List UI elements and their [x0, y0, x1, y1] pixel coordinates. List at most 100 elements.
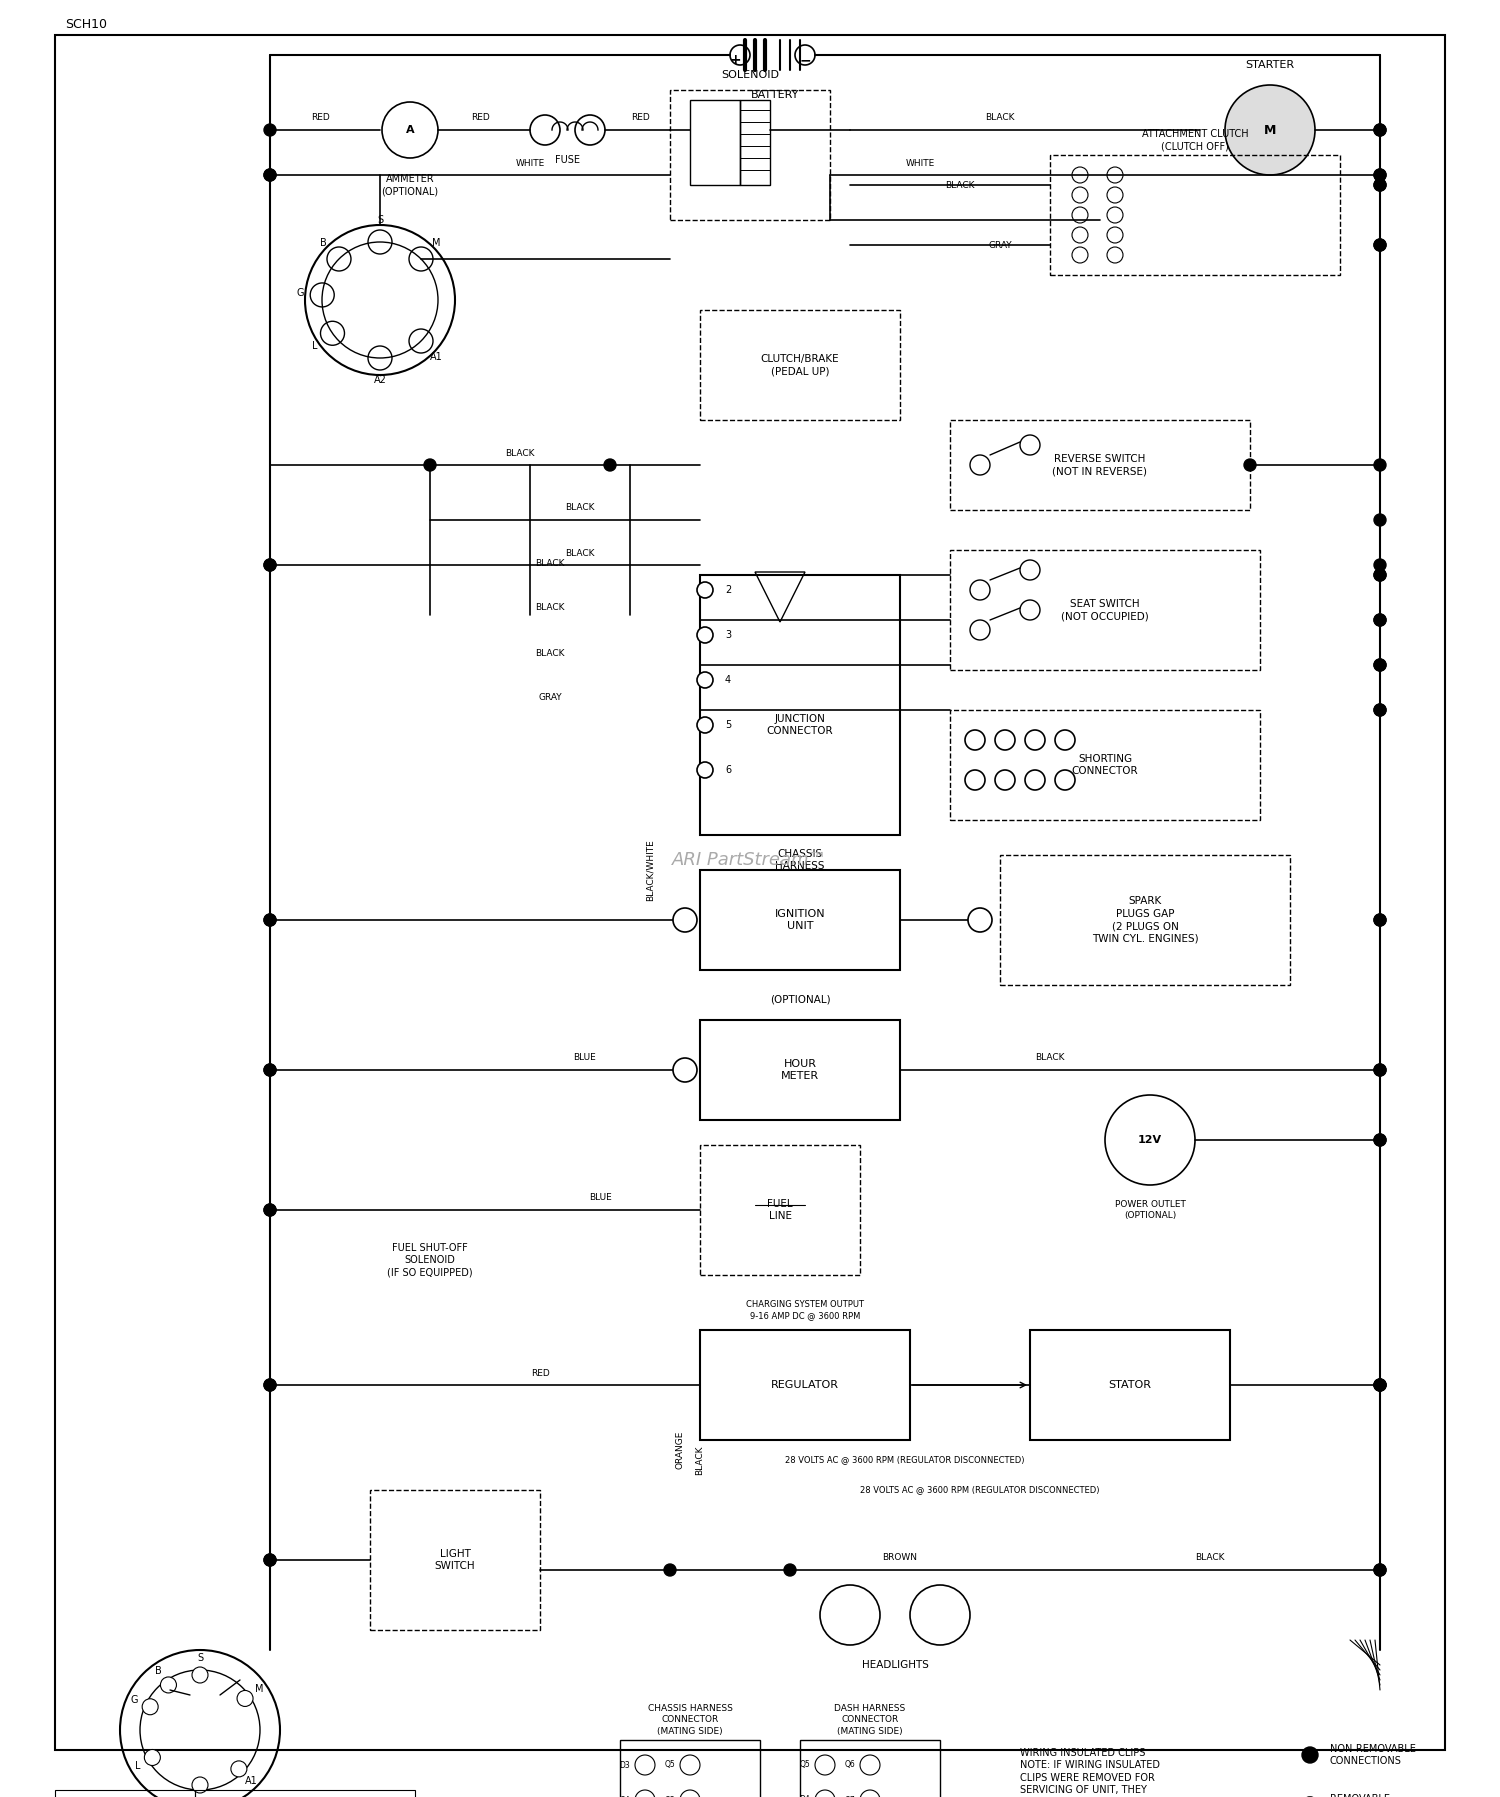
Circle shape — [1374, 1378, 1386, 1391]
Text: IGNITION
UNIT: IGNITION UNIT — [774, 909, 825, 931]
Circle shape — [264, 1378, 276, 1391]
Circle shape — [698, 762, 712, 778]
Text: REMOVABLE
CONNECTIONS: REMOVABLE CONNECTIONS — [1330, 1793, 1402, 1797]
Text: CLUTCH/BRAKE
(PEDAL UP): CLUTCH/BRAKE (PEDAL UP) — [760, 354, 840, 376]
Circle shape — [1374, 169, 1386, 181]
Text: 5: 5 — [724, 721, 732, 730]
Circle shape — [160, 1677, 177, 1693]
Text: A1: A1 — [244, 1775, 258, 1786]
Text: G: G — [297, 288, 304, 298]
Circle shape — [1374, 1378, 1386, 1391]
Circle shape — [1374, 915, 1386, 925]
Text: SPARK
PLUGS GAP
(2 PLUGS ON
TWIN CYL. ENGINES): SPARK PLUGS GAP (2 PLUGS ON TWIN CYL. EN… — [1092, 897, 1198, 943]
Circle shape — [1024, 769, 1045, 791]
Text: BLACK: BLACK — [696, 1445, 705, 1475]
Text: S: S — [376, 216, 382, 225]
Circle shape — [1374, 124, 1386, 137]
Text: S: S — [196, 1653, 202, 1662]
Bar — [700, 575, 900, 836]
Circle shape — [144, 1750, 160, 1765]
Text: BLACK: BLACK — [1196, 1553, 1224, 1563]
Text: LIGHT
SWITCH: LIGHT SWITCH — [435, 1549, 476, 1571]
Circle shape — [698, 717, 712, 733]
Text: BLUE: BLUE — [588, 1193, 612, 1202]
Circle shape — [192, 1777, 208, 1793]
Bar — [800, 1739, 940, 1797]
Circle shape — [1374, 1064, 1386, 1076]
Circle shape — [674, 907, 698, 933]
Text: BLACK: BLACK — [566, 548, 594, 557]
Text: 12V: 12V — [1138, 1136, 1162, 1145]
Circle shape — [264, 1204, 276, 1217]
Text: B: B — [320, 239, 327, 248]
Text: Q5: Q5 — [800, 1761, 810, 1770]
Text: BLACK: BLACK — [506, 449, 534, 458]
Text: 28 VOLTS AC @ 3600 RPM (REGULATOR DISCONNECTED): 28 VOLTS AC @ 3600 RPM (REGULATOR DISCON… — [786, 1456, 1024, 1465]
Text: ATTACHMENT CLUTCH
(CLUTCH OFF): ATTACHMENT CLUTCH (CLUTCH OFF) — [1142, 129, 1248, 151]
Text: 28 VOLTS AC @ 3600 RPM (REGULATOR DISCONNECTED): 28 VOLTS AC @ 3600 RPM (REGULATOR DISCON… — [861, 1486, 1100, 1495]
Circle shape — [1374, 915, 1386, 925]
Circle shape — [264, 1554, 276, 1565]
Text: BLACK: BLACK — [536, 604, 564, 613]
Circle shape — [1374, 659, 1386, 670]
Text: M: M — [255, 1684, 262, 1695]
Circle shape — [994, 730, 1016, 749]
Text: L: L — [135, 1761, 141, 1772]
Bar — [700, 1145, 859, 1276]
Text: FUEL
LINE: FUEL LINE — [766, 1199, 794, 1222]
Circle shape — [1054, 730, 1076, 749]
Circle shape — [1374, 570, 1386, 580]
Text: POWER OUTLET
(OPTIONAL): POWER OUTLET (OPTIONAL) — [1114, 1200, 1185, 1220]
Text: DASH HARNESS
CONNECTOR
(MATING SIDE): DASH HARNESS CONNECTOR (MATING SIDE) — [834, 1704, 906, 1736]
Text: M: M — [432, 239, 441, 248]
Bar — [690, 101, 740, 185]
Circle shape — [1244, 458, 1256, 471]
Text: BLACK: BLACK — [536, 649, 564, 658]
Circle shape — [1374, 615, 1386, 625]
Circle shape — [192, 1668, 208, 1684]
Circle shape — [424, 458, 436, 471]
Circle shape — [1054, 769, 1076, 791]
Text: BLUE: BLUE — [573, 1053, 597, 1062]
Bar — [950, 710, 1260, 819]
Bar — [620, 1739, 760, 1797]
Bar — [1030, 1330, 1230, 1439]
Text: WHITE: WHITE — [906, 158, 934, 167]
Bar — [700, 311, 900, 420]
Circle shape — [264, 1204, 276, 1217]
Text: CHARGING SYSTEM OUTPUT
9-16 AMP DC @ 3600 RPM: CHARGING SYSTEM OUTPUT 9-16 AMP DC @ 360… — [746, 1299, 864, 1321]
Text: +: + — [729, 52, 741, 66]
Circle shape — [1374, 1064, 1386, 1076]
Text: BLACK: BLACK — [536, 559, 564, 568]
Text: HOUR
METER: HOUR METER — [782, 1058, 819, 1082]
Circle shape — [264, 1064, 276, 1076]
Text: −: − — [800, 52, 812, 66]
Text: 3: 3 — [724, 631, 730, 640]
Text: SEAT SWITCH
(NOT OCCUPIED): SEAT SWITCH (NOT OCCUPIED) — [1060, 598, 1149, 622]
Circle shape — [1374, 180, 1386, 190]
Bar — [195, 1790, 416, 1797]
Text: FUSE: FUSE — [555, 155, 580, 165]
Text: G: G — [130, 1695, 138, 1705]
Text: REVERSE SWITCH
(NOT IN REVERSE): REVERSE SWITCH (NOT IN REVERSE) — [1053, 455, 1148, 476]
Circle shape — [968, 907, 992, 933]
Circle shape — [264, 1378, 276, 1391]
Circle shape — [264, 915, 276, 925]
Circle shape — [604, 458, 616, 471]
Circle shape — [1374, 704, 1386, 715]
Circle shape — [1374, 559, 1386, 571]
Bar — [950, 420, 1250, 510]
Circle shape — [1374, 704, 1386, 715]
Text: 6: 6 — [724, 766, 730, 775]
Circle shape — [1374, 1563, 1386, 1576]
Text: RED: RED — [531, 1369, 549, 1378]
Bar — [700, 1021, 900, 1120]
Text: STARTER: STARTER — [1245, 59, 1294, 70]
Text: REGULATOR: REGULATOR — [771, 1380, 838, 1391]
Text: GRAY: GRAY — [988, 241, 1012, 250]
Text: A2: A2 — [374, 376, 387, 385]
Bar — [1000, 855, 1290, 985]
Text: NON-REMOVABLE
CONNECTIONS: NON-REMOVABLE CONNECTIONS — [1330, 1743, 1416, 1766]
Bar — [950, 550, 1260, 670]
Text: BLACK/WHITE: BLACK/WHITE — [645, 839, 654, 900]
